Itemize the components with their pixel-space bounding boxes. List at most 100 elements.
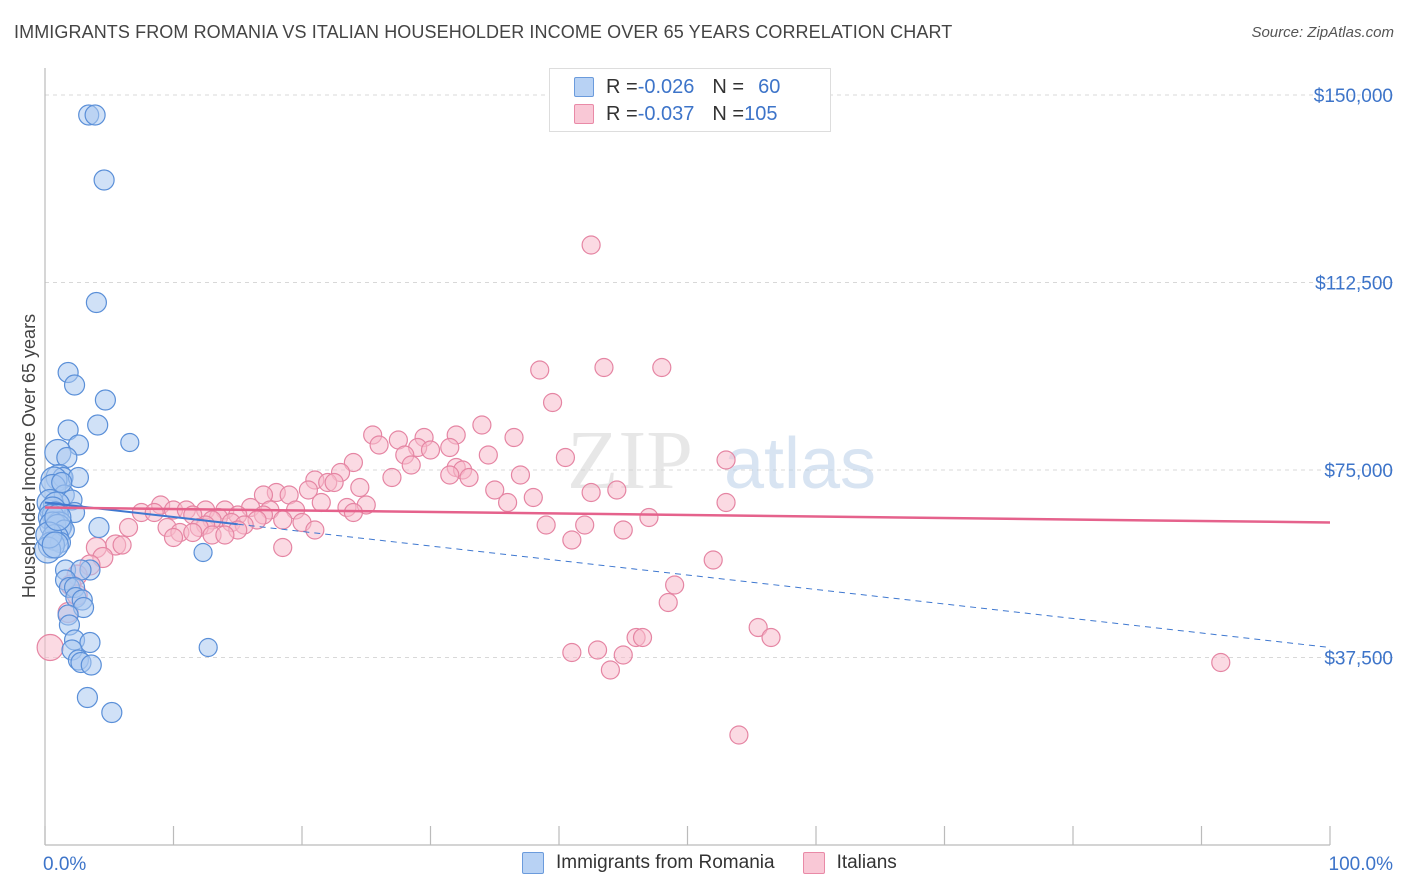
italians-point [369,435,389,455]
legend-n-label: N = [712,75,745,98]
legend-label-romania: Immigrants from Romania [556,852,775,873]
romania-point [198,637,218,658]
legend-n-value: 60 [758,75,781,98]
italians-point [1211,652,1231,673]
romania-point [51,471,73,494]
italians-point [530,360,550,380]
legend-r-value: -0.037 [637,102,695,125]
romania-point [94,389,116,411]
romania-point [84,104,106,126]
y-axis-label: Householder Income Over 65 years [19,314,39,598]
italians-point [440,465,460,485]
romania-point [101,701,123,724]
italians-point [401,455,421,475]
legend-item-italians[interactable]: Italians [802,852,897,874]
italians-point [420,440,441,460]
y-tick-label: $150,000 [1314,86,1393,107]
x-tick-min: 0.0% [43,854,86,875]
legend-swatch-romania [574,77,594,97]
italians-point [761,627,781,648]
watermark: ZIP atlas [567,414,876,507]
italians-point [273,537,293,558]
y-tick-label: $75,000 [1324,461,1393,482]
italians-point [498,492,518,513]
italians-point [575,515,595,535]
italians-point [658,592,678,613]
legend-r-label: R = [606,75,638,98]
grid-layer [45,94,1393,658]
legend-swatch-romania [522,852,544,874]
italians-point [36,633,64,662]
italians-point [382,467,402,488]
italians-point [716,492,736,513]
italians-point [562,530,582,550]
italians-point [440,437,460,458]
italians-point [536,515,556,535]
romania-point [63,374,86,396]
romania-point [193,542,213,563]
italians-point [112,535,132,555]
italians-point [562,642,582,663]
series-legend: Immigrants from Romania Italians [522,852,925,874]
italians-point [594,357,614,378]
romania-point [80,654,102,676]
y-tick-label: $37,500 [1324,649,1393,670]
romania-point [120,432,140,453]
italians-point [510,465,531,485]
y-tick-label: $112,500 [1315,274,1393,295]
legend-swatch-italians [574,104,594,124]
italians-point [613,645,633,665]
romania-point [85,291,108,314]
italians-point [652,357,672,378]
legend-n-value: 105 [744,102,778,125]
italians-point [613,520,633,540]
italians-point [144,502,164,523]
legend-label-italians: Italians [836,852,897,873]
italians-point [305,520,325,540]
italians-point [607,480,627,500]
italians-point [118,517,139,538]
italians-point [542,392,563,413]
italians-point [632,627,653,648]
x-tick-max: 100.0% [1329,854,1394,875]
legend-row-italians: R = -0.037 N = 105 [574,102,777,126]
italians-point [343,452,363,473]
italians-point [587,640,608,660]
italians-point [748,617,768,638]
legend-r-value: -0.026 [637,75,695,98]
italians-point [343,502,363,523]
italians-point [639,507,659,528]
italians-point [600,660,621,680]
italians-point [523,487,543,508]
italians-point [273,510,293,530]
chart-title: IMMIGRANTS FROM ROMANIA VS ITALIAN HOUSE… [14,22,953,42]
romania-point [76,686,99,709]
italians-point [472,415,492,435]
romania-point [87,414,109,436]
italians-point [215,525,235,545]
italians-point [298,480,319,500]
romania-trendline [44,501,238,526]
italians-point [665,575,685,595]
italians-point [485,480,505,500]
italians-point [350,477,370,498]
romania-trendline-extension [237,523,1331,648]
italians-point [183,522,203,543]
romania-point [79,631,101,654]
italians-point [459,467,479,488]
italians-point [581,482,601,503]
italians-trendline [44,506,1331,524]
romania-point [57,419,79,441]
italians-point [324,472,344,493]
italians-point [555,447,576,468]
label-layer: $37,500 $75,000 $112,500 $150,000 [1314,86,1393,670]
italians-point [311,492,331,513]
legend-r-label: R = [606,102,638,125]
legend-item-romania[interactable]: Immigrants from Romania [522,852,775,874]
trend-layer [44,501,1331,648]
source-label: Source: ZipAtlas.com [1251,24,1394,41]
romania-point [93,169,115,191]
italians-point [703,550,723,570]
correlation-legend: R = -0.026 N = 60 R = -0.037 N = 105 [549,68,831,132]
